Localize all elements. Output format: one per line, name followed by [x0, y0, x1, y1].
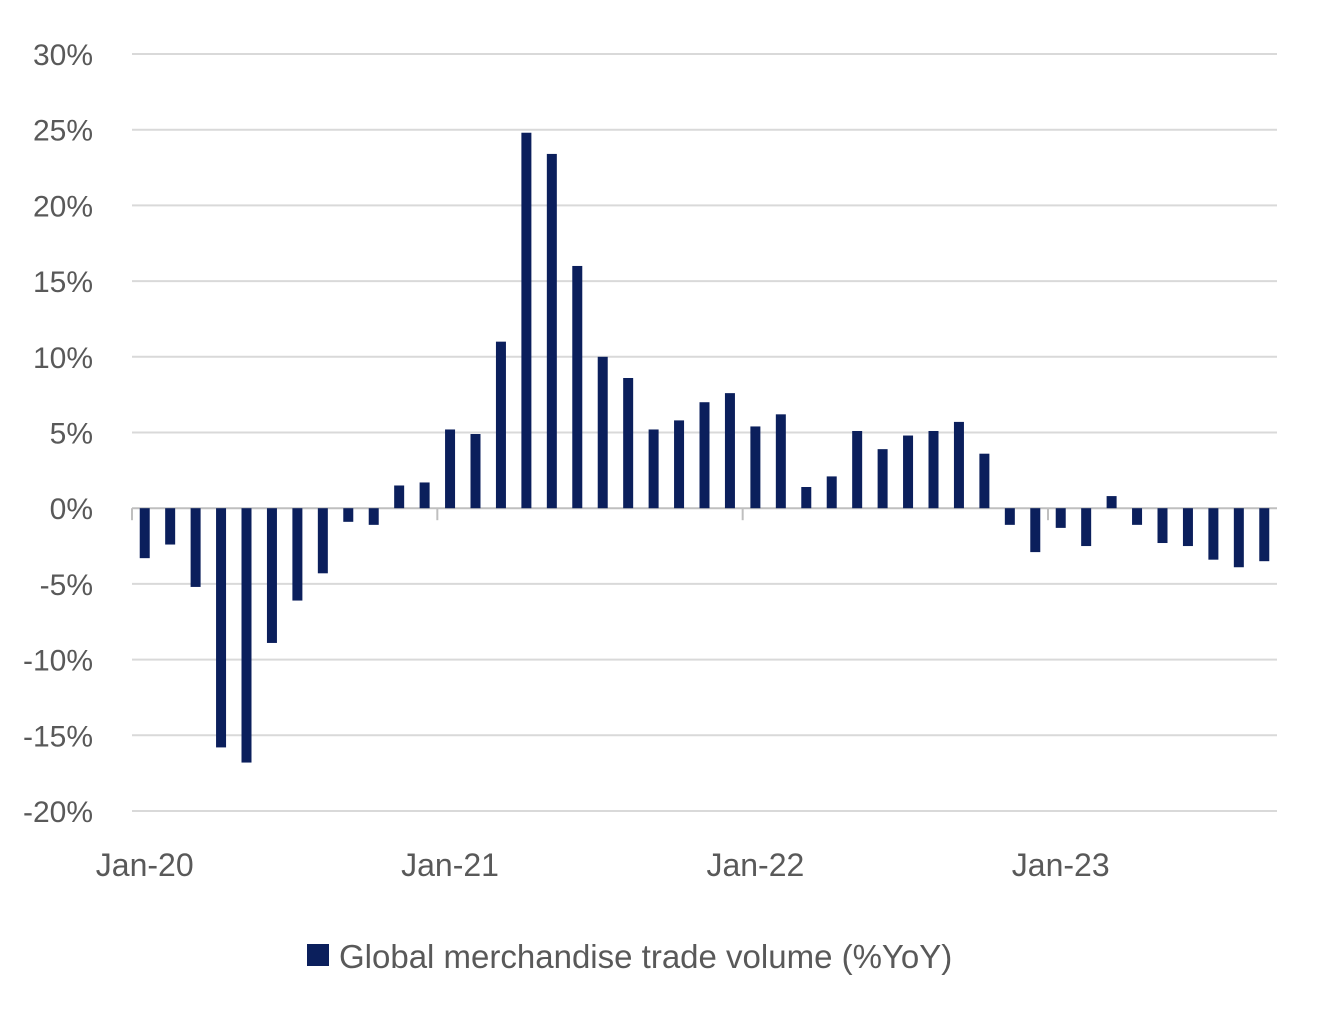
bars — [139, 132, 1270, 763]
x-axis — [131, 507, 1277, 521]
bar — [775, 414, 786, 509]
y-tick-label: 25% — [33, 115, 93, 148]
y-tick-label: -20% — [23, 796, 93, 829]
bar — [1182, 508, 1193, 547]
x-tick-label: Jan-20 — [96, 847, 194, 883]
bar — [165, 508, 176, 545]
bar — [699, 402, 710, 509]
bar — [750, 426, 761, 509]
bar — [521, 132, 532, 509]
y-tick-label: 10% — [33, 342, 93, 375]
bar — [953, 421, 964, 509]
bar — [317, 508, 328, 574]
bar — [597, 356, 608, 509]
x-tick-label: Jan-23 — [1012, 847, 1110, 883]
y-tick-label: 20% — [33, 190, 93, 223]
bar — [292, 508, 303, 601]
bar — [1055, 508, 1066, 528]
y-axis-ticks: 30% 25% 20% 15% 10% 5% 0% -5% -10% -15% -20% — [23, 39, 93, 829]
y-tick-label: 30% — [33, 39, 93, 72]
bar — [648, 429, 659, 509]
bar — [724, 393, 735, 509]
y-tick-label: -15% — [23, 720, 93, 753]
y-tick-label: 0% — [50, 493, 93, 526]
bar — [1132, 508, 1143, 525]
bar — [445, 429, 456, 509]
bar — [394, 485, 405, 509]
bar — [266, 508, 277, 643]
bar — [1030, 508, 1041, 553]
y-tick-label: -10% — [23, 645, 93, 678]
bar — [928, 430, 939, 509]
bar — [1208, 508, 1219, 560]
bar — [343, 508, 354, 522]
y-tick-label: -5% — [40, 569, 93, 602]
y-tick-label: 5% — [50, 418, 93, 451]
bar — [979, 453, 990, 509]
bar — [1233, 508, 1244, 568]
bar — [572, 265, 583, 509]
bar — [139, 508, 150, 559]
bar — [852, 430, 863, 509]
bar — [826, 476, 837, 509]
x-tick-label: Jan-21 — [401, 847, 499, 883]
bar — [190, 508, 201, 587]
bar — [241, 508, 252, 763]
bar — [1106, 496, 1117, 509]
legend-label: Global merchandise trade volume (%YoY) — [339, 938, 952, 975]
bar — [1157, 508, 1168, 544]
legend: Global merchandise trade volume (%YoY) — [307, 938, 952, 975]
bar — [801, 487, 812, 509]
x-tick-label: Jan-22 — [706, 847, 804, 883]
bar — [903, 435, 914, 509]
y-tick-label: 15% — [33, 266, 93, 299]
bar — [419, 482, 430, 509]
bar — [495, 341, 506, 509]
bar — [877, 449, 888, 509]
bar — [216, 508, 227, 748]
bar — [1259, 508, 1270, 562]
bar — [674, 420, 685, 509]
bar — [546, 153, 557, 509]
bar — [1081, 508, 1092, 547]
bar — [623, 377, 634, 509]
legend-swatch — [307, 944, 329, 966]
bar — [368, 508, 379, 525]
bar — [1004, 508, 1015, 525]
bar — [470, 434, 481, 509]
x-axis-ticks: Jan-20 Jan-21 Jan-22 Jan-23 — [96, 847, 1110, 883]
